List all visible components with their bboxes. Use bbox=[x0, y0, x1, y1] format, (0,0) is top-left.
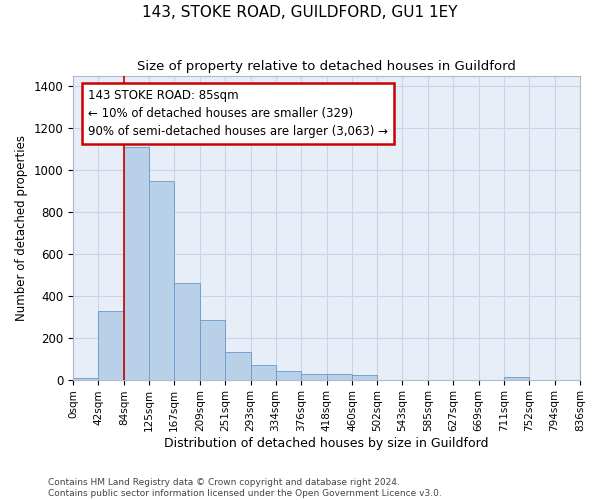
Text: 143 STOKE ROAD: 85sqm
← 10% of detached houses are smaller (329)
90% of semi-det: 143 STOKE ROAD: 85sqm ← 10% of detached … bbox=[88, 89, 388, 138]
Bar bbox=[98, 310, 124, 380]
X-axis label: Distribution of detached houses by size in Guildford: Distribution of detached houses by size … bbox=[164, 437, 489, 450]
Bar bbox=[73, 378, 98, 380]
Bar bbox=[352, 375, 377, 380]
Bar bbox=[149, 182, 175, 380]
Bar bbox=[124, 147, 149, 380]
Bar bbox=[225, 352, 251, 380]
Text: 143, STOKE ROAD, GUILDFORD, GU1 1EY: 143, STOKE ROAD, GUILDFORD, GU1 1EY bbox=[142, 5, 458, 20]
Bar bbox=[275, 371, 301, 380]
Y-axis label: Number of detached properties: Number of detached properties bbox=[15, 134, 28, 320]
Bar bbox=[301, 374, 326, 380]
Bar bbox=[251, 365, 275, 380]
Title: Size of property relative to detached houses in Guildford: Size of property relative to detached ho… bbox=[137, 60, 516, 73]
Bar bbox=[200, 320, 225, 380]
Text: Contains HM Land Registry data © Crown copyright and database right 2024.
Contai: Contains HM Land Registry data © Crown c… bbox=[48, 478, 442, 498]
Bar bbox=[504, 377, 529, 380]
Bar bbox=[175, 283, 200, 380]
Bar bbox=[326, 374, 352, 380]
